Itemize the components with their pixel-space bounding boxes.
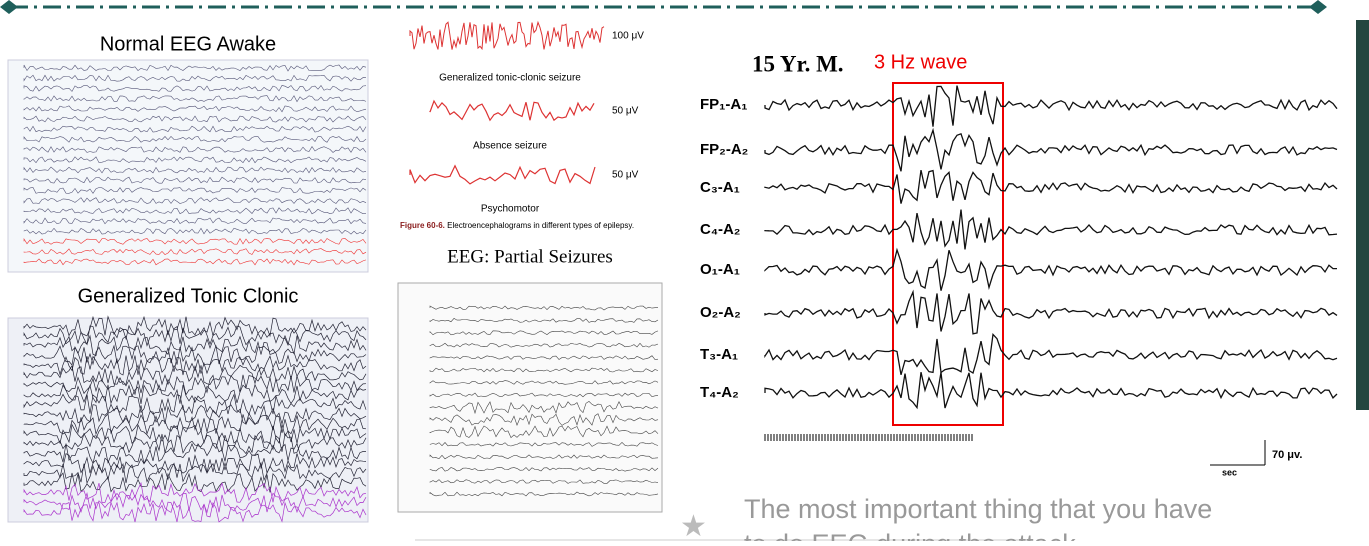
trace-label: Psychomotor	[481, 204, 540, 215]
channel-label: T₃-A₁	[700, 346, 738, 363]
eeg-trace	[410, 166, 595, 184]
normal-eeg-image	[8, 60, 368, 272]
note-box: The most important thing that you have t…	[744, 492, 1214, 541]
eeg-trace	[765, 292, 1337, 334]
star-bullet: ★	[680, 510, 707, 541]
channel-label: FP₁-A₁	[700, 96, 747, 113]
eeg-trace	[765, 210, 1337, 250]
caption-text: Electroencephalograms in different types…	[447, 221, 634, 230]
slide: Normal EEG Awake Generalized Tonic Cloni…	[0, 0, 1369, 541]
scale-label: 50 μV	[612, 106, 639, 117]
eeg-trace	[410, 22, 604, 49]
channel-label: C₃-A₁	[700, 179, 740, 196]
caption: Figure 60-6. Electroencephalograms in di…	[400, 221, 634, 230]
main-title: 15 Yr. M.	[752, 51, 844, 76]
note: The most important thing that you have t…	[744, 492, 1214, 541]
panel-title: Normal EEG Awake	[100, 33, 276, 55]
trace-label: Generalized tonic-clonic seizure	[439, 73, 581, 84]
scale-label: 100 μV	[612, 31, 644, 42]
scale-label: 50 μV	[612, 170, 639, 181]
panel-title: EEG: Partial Seizures	[447, 246, 613, 267]
eeg-trace	[765, 170, 1337, 204]
eeg-trace	[765, 86, 1337, 127]
eeg-trace	[765, 372, 1337, 408]
channel-label: T₄-A₂	[700, 384, 739, 401]
channel-label: FP₂-A₂	[700, 141, 748, 158]
annotation: 3 Hz wave	[874, 51, 967, 73]
amplitude-scale: 70 μv.	[1272, 449, 1302, 461]
panel-title: Generalized Tonic Clonic	[78, 285, 299, 307]
diamond	[1309, 0, 1327, 14]
caption-lead: Figure 60-6.	[400, 221, 445, 230]
side-bar	[1356, 20, 1369, 410]
channel-label: C₄-A₂	[700, 221, 740, 238]
trace-label: Absence seizure	[473, 141, 547, 152]
eeg-trace	[430, 101, 594, 120]
time-scale: sec	[1222, 467, 1237, 477]
channel-label: O₁-A₁	[700, 261, 740, 278]
time-ticks	[765, 434, 972, 441]
eeg-trace	[765, 130, 1337, 171]
partial-eeg-image	[398, 283, 662, 512]
diamond	[0, 0, 18, 14]
eeg-trace	[765, 334, 1337, 374]
channel-label: O₂-A₂	[700, 304, 741, 321]
eeg-trace	[765, 250, 1337, 291]
